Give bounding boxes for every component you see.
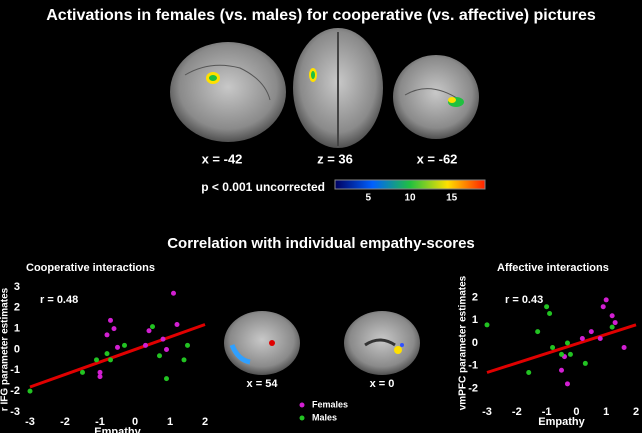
point: [526, 370, 531, 375]
point: [175, 322, 180, 327]
point: [580, 336, 585, 341]
legend-marker: [300, 416, 305, 421]
point: [622, 345, 627, 350]
point: [80, 370, 85, 375]
chart-title: Cooperative interactions: [26, 262, 155, 274]
point: [568, 352, 573, 357]
y-tick-label: 0: [14, 343, 20, 355]
point: [485, 322, 490, 327]
point: [610, 325, 615, 330]
slice-label: x = 0: [370, 378, 395, 390]
section-title: Correlation with individual empathy-scor…: [167, 235, 475, 252]
point: [150, 324, 155, 329]
point: [535, 329, 540, 334]
point: [604, 297, 609, 302]
point: [143, 343, 148, 348]
point: [164, 376, 169, 381]
point: [28, 389, 33, 394]
point: [601, 304, 606, 309]
point: [108, 357, 113, 362]
colorbar-tick-label: 10: [404, 193, 416, 204]
y-tick-label: -1: [468, 360, 478, 372]
y-tick-label: 1: [14, 323, 20, 335]
x-tick-label: 1: [603, 406, 609, 418]
point: [161, 337, 166, 342]
slice-label: z = 36: [317, 151, 353, 166]
point: [105, 351, 110, 356]
point: [583, 361, 588, 366]
chart-title: Affective interactions: [497, 262, 609, 274]
colorbar: [335, 180, 485, 189]
x-axis-label: Empathy: [538, 416, 585, 428]
x-tick-label: 1: [167, 416, 173, 428]
point: [589, 329, 594, 334]
slice-label: x = 54: [247, 378, 279, 390]
point: [94, 357, 99, 362]
point: [598, 336, 603, 341]
y-axis-label: vmPFC parameter estimates: [458, 275, 469, 410]
point: [115, 345, 120, 350]
slice-label: x = -42: [202, 151, 243, 166]
point: [112, 326, 117, 331]
y-tick-label: 3: [14, 281, 20, 293]
colorbar-tick-label: 5: [366, 193, 372, 204]
point: [157, 353, 162, 358]
point: [565, 341, 570, 346]
x-tick-label: -2: [512, 406, 522, 418]
point: [147, 328, 152, 333]
x-tick-label: -3: [482, 406, 492, 418]
y-tick-label: -3: [10, 406, 20, 418]
point: [550, 345, 555, 350]
point: [185, 343, 190, 348]
y-tick-label: 1: [472, 314, 478, 326]
slice-label: x = -62: [417, 151, 458, 166]
point: [610, 313, 615, 318]
figure-title: Activations in females (vs. males) for c…: [46, 7, 596, 24]
y-tick-label: -1: [10, 364, 20, 376]
point: [164, 347, 169, 352]
point: [98, 374, 103, 379]
point: [613, 320, 618, 325]
y-tick-label: 2: [472, 292, 478, 304]
point: [122, 343, 127, 348]
legend-label: Males: [312, 412, 337, 422]
point: [105, 332, 110, 337]
x-tick-label: -3: [25, 416, 35, 428]
legend-marker: [300, 403, 305, 408]
y-tick-label: -2: [10, 385, 20, 397]
x-tick-label: -2: [60, 416, 70, 428]
annotation: r = 0.43: [505, 294, 543, 306]
colorbar-label: p < 0.001 uncorrected: [201, 180, 325, 194]
point: [544, 304, 549, 309]
colorbar-tick-label: 15: [446, 193, 458, 204]
x-tick-label: 2: [633, 406, 639, 418]
point: [559, 352, 564, 357]
x-axis-label: Empathy: [94, 426, 141, 433]
point: [108, 318, 113, 323]
legend-label: Females: [312, 399, 348, 409]
point: [182, 357, 187, 362]
figure: Activations in females (vs. males) for c…: [0, 0, 642, 433]
y-tick-label: 2: [14, 302, 20, 314]
y-tick-label: -2: [468, 382, 478, 394]
annotation: r = 0.48: [40, 294, 78, 306]
y-axis-label: r IFG parameter estimates: [0, 287, 11, 411]
point: [565, 381, 570, 386]
page: Activations in females (vs. males) for c…: [0, 0, 642, 433]
point: [559, 368, 564, 373]
point: [171, 291, 176, 296]
x-tick-label: 2: [202, 416, 208, 428]
y-tick-label: 0: [472, 337, 478, 349]
point: [547, 311, 552, 316]
